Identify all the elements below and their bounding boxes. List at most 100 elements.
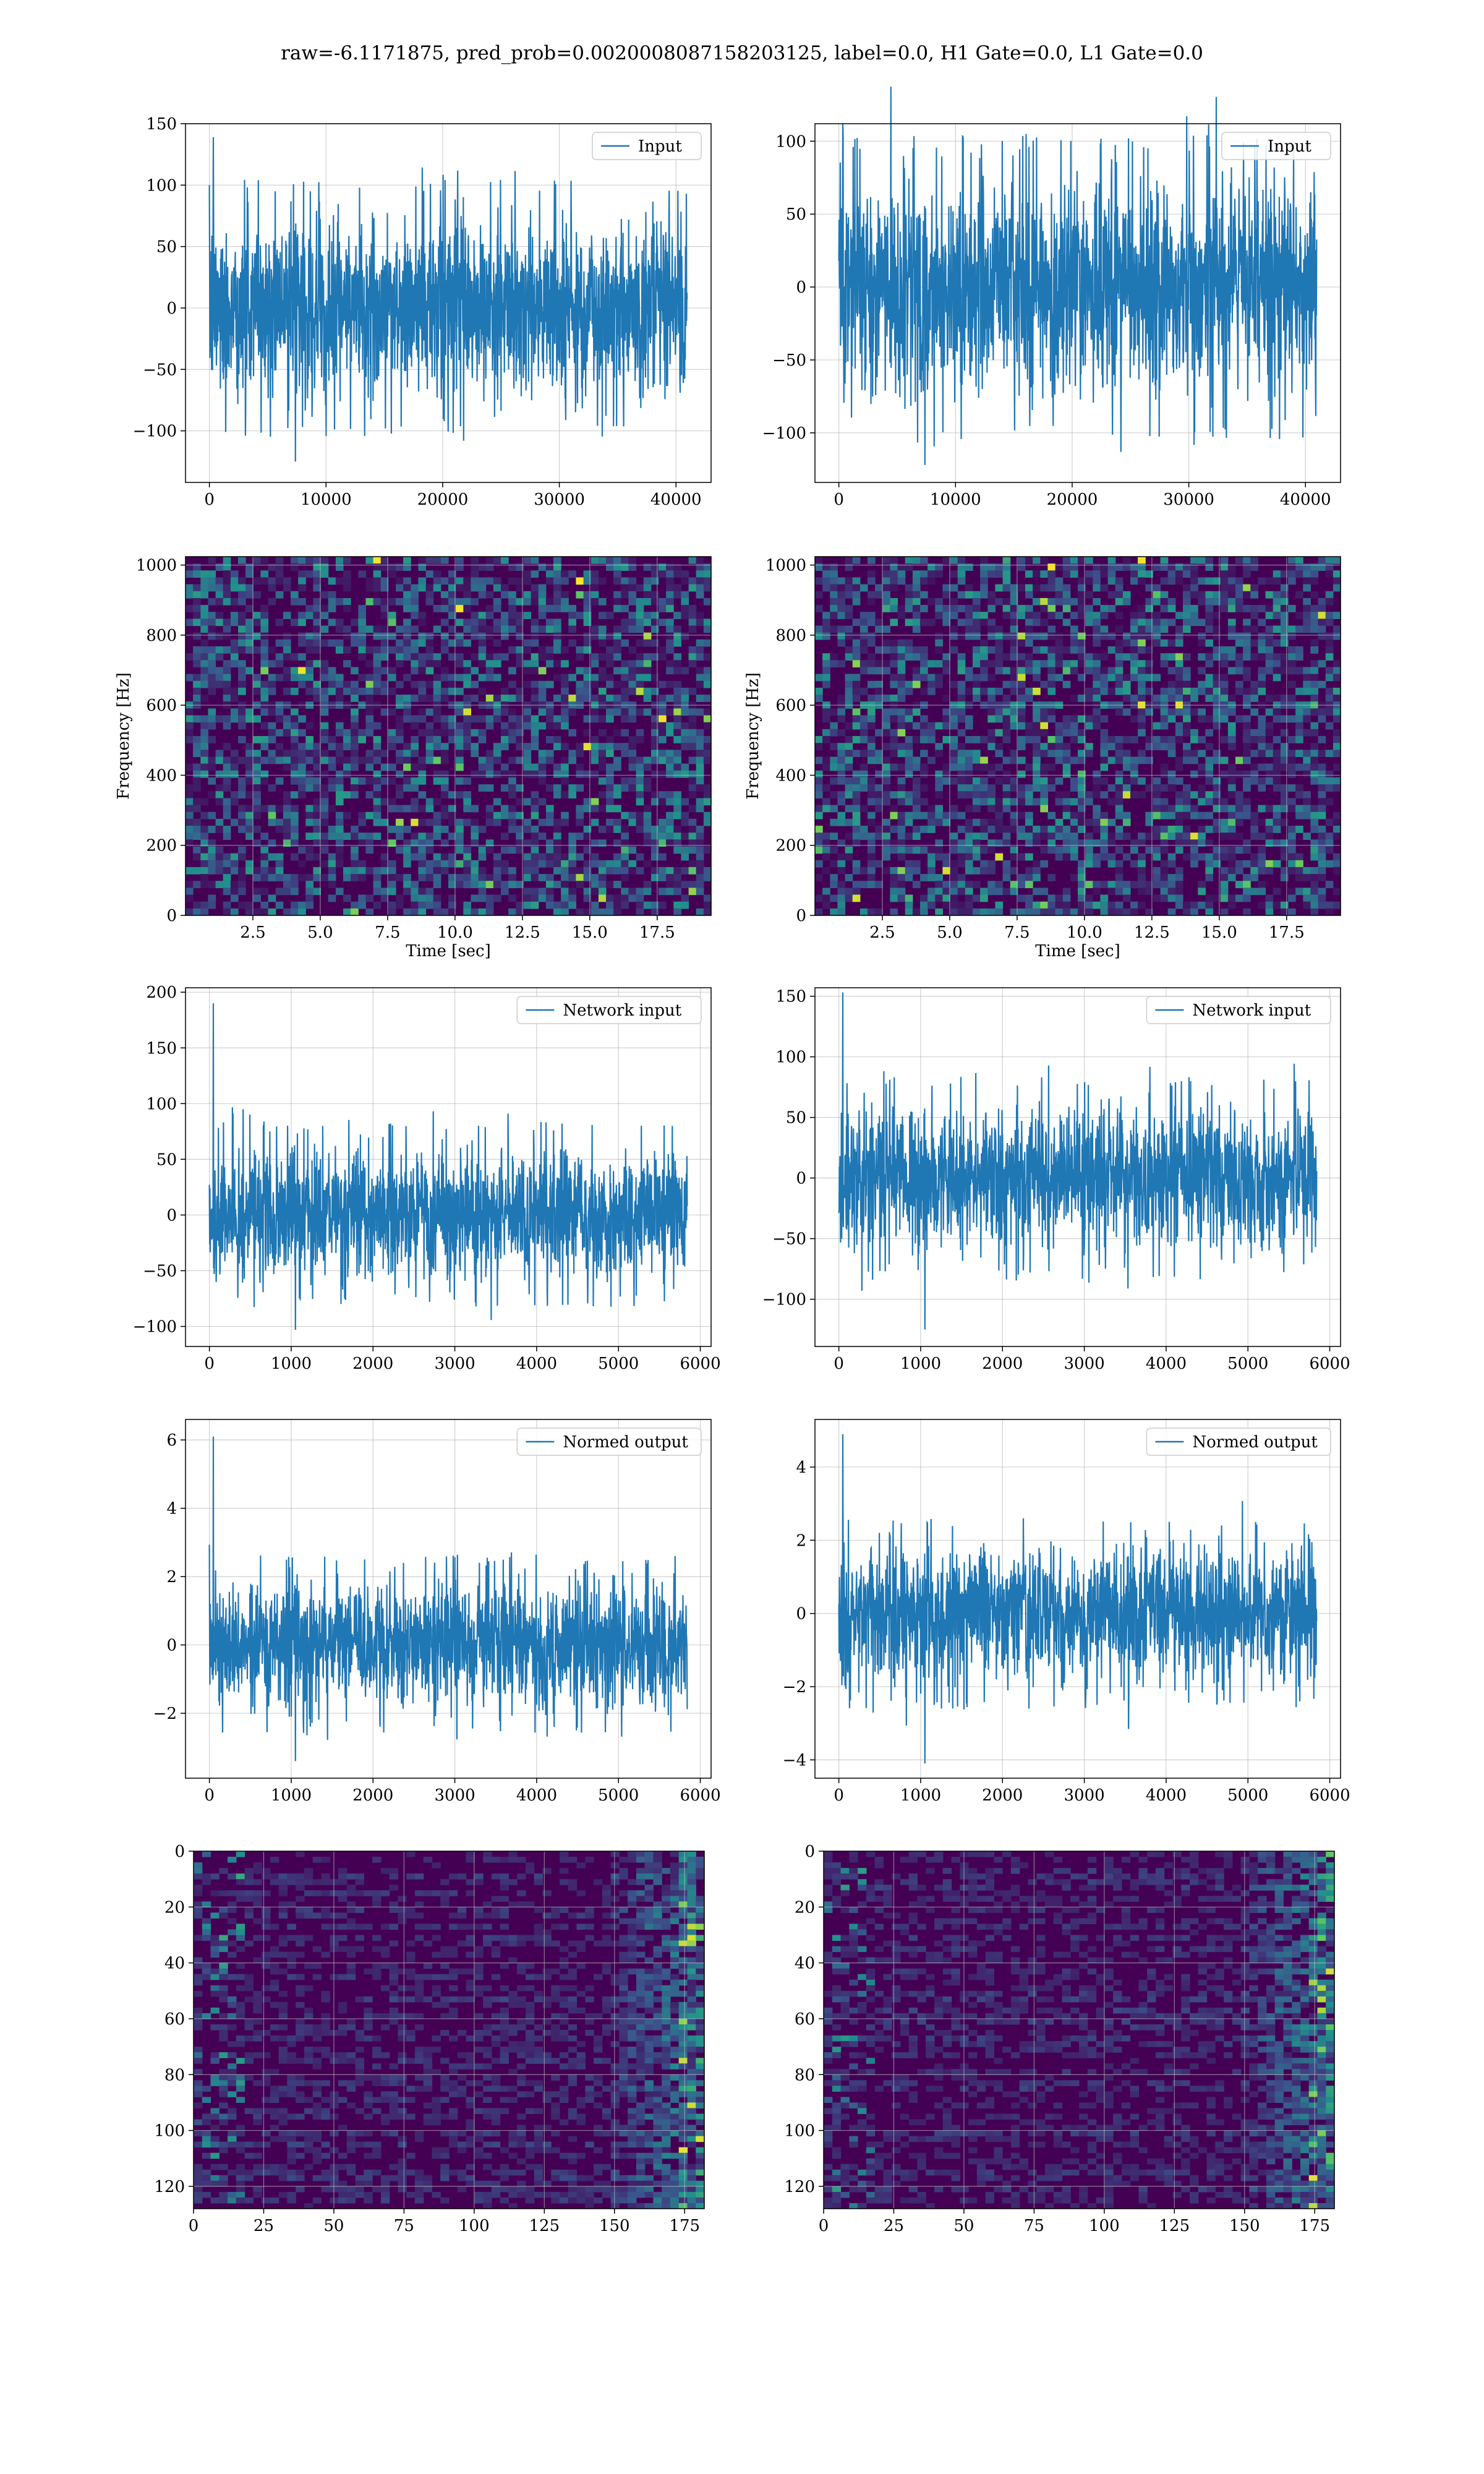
spectrogram-cell bbox=[508, 591, 516, 599]
x-tick-label: 1000 bbox=[271, 1355, 312, 1373]
spectrogram-cell bbox=[523, 867, 532, 875]
spectrogram-cell bbox=[1198, 888, 1206, 896]
spectrogram-cell bbox=[927, 901, 936, 909]
spectrogram-cell bbox=[1017, 687, 1026, 695]
spectrogram-cell bbox=[485, 715, 494, 723]
spectrogram-cell bbox=[1183, 901, 1191, 909]
spectrogram-cell bbox=[897, 639, 906, 647]
spectrogram-cell bbox=[328, 605, 336, 612]
spectrogram-cell bbox=[1145, 784, 1153, 792]
spectrogram-cell bbox=[673, 584, 681, 592]
spectrogram-cell bbox=[815, 833, 823, 840]
spectrogram-cell bbox=[1325, 570, 1334, 578]
spectrogram-cell bbox=[1145, 908, 1153, 916]
spectrogram-cell bbox=[815, 805, 823, 813]
spectrogram-cell bbox=[320, 818, 329, 826]
spectrogram-cell bbox=[1130, 860, 1138, 868]
spectrogram-cell bbox=[223, 563, 231, 571]
spectrogram-cell bbox=[478, 577, 487, 585]
spectrogram-cell bbox=[388, 763, 396, 771]
heatmap-cell bbox=[389, 1868, 398, 1874]
spectrogram-cell bbox=[538, 584, 547, 592]
spectrogram-cell bbox=[1093, 811, 1101, 820]
spectrogram-cell bbox=[448, 597, 456, 606]
heatmap-cell bbox=[678, 1862, 688, 1868]
spectrogram-cell bbox=[1288, 763, 1296, 771]
spectrogram-cell bbox=[456, 563, 464, 571]
spectrogram-cell bbox=[471, 612, 479, 619]
axes-frame bbox=[814, 1419, 1341, 1779]
spectrogram-cell bbox=[1145, 756, 1153, 764]
spectrogram-cell bbox=[411, 763, 419, 771]
spectrogram-cell bbox=[1078, 860, 1086, 868]
spectrogram-cell bbox=[538, 687, 547, 695]
heatmap-cell bbox=[432, 1890, 441, 1896]
spectrogram-cell bbox=[1318, 605, 1326, 612]
spectrogram-cell bbox=[193, 563, 201, 571]
spectrogram-cell bbox=[538, 770, 547, 778]
spectrogram-cell bbox=[650, 653, 659, 661]
spectrogram-cell bbox=[673, 798, 681, 806]
spectrogram-cell bbox=[305, 811, 313, 820]
spectrogram-cell bbox=[1010, 722, 1018, 730]
spectrogram-cell bbox=[1025, 632, 1033, 640]
spectrogram-cell bbox=[576, 908, 584, 916]
x-tick-label: 5000 bbox=[598, 1786, 639, 1805]
spectrogram-cell bbox=[1115, 784, 1124, 792]
spectrogram-cell bbox=[200, 618, 208, 627]
spectrogram-cell bbox=[1033, 715, 1041, 723]
spectrogram-cell bbox=[890, 715, 898, 723]
spectrogram-cell bbox=[912, 777, 921, 785]
spectrogram-cell bbox=[260, 867, 269, 875]
spectrogram-cell bbox=[1017, 667, 1026, 675]
spectrogram-cell bbox=[830, 894, 838, 902]
spectrogram-cell bbox=[1033, 756, 1041, 764]
spectrogram-cell bbox=[1310, 805, 1319, 813]
spectrogram-cell bbox=[628, 846, 637, 854]
spectrogram-cell bbox=[471, 867, 479, 875]
spectrogram-cell bbox=[987, 770, 996, 778]
spectrogram-cell bbox=[965, 908, 973, 916]
spectrogram-cell bbox=[448, 791, 456, 798]
spectrogram-cell bbox=[1258, 736, 1266, 743]
spectrogram-cell bbox=[1107, 908, 1116, 916]
spectrogram-cell bbox=[606, 612, 614, 619]
heatmap-cell bbox=[610, 1862, 620, 1868]
spectrogram-cell bbox=[897, 833, 906, 840]
spectrogram-cell bbox=[1145, 811, 1153, 820]
spectrogram-cell bbox=[1198, 653, 1206, 661]
spectrogram-cell bbox=[830, 743, 838, 750]
spectrogram-cell bbox=[1243, 722, 1251, 730]
spectrogram-cell bbox=[425, 839, 434, 847]
heatmap-cell bbox=[253, 1862, 262, 1868]
spectrogram-cell bbox=[403, 881, 411, 888]
spectrogram-cell bbox=[852, 639, 861, 647]
spectrogram-cell bbox=[927, 729, 936, 737]
spectrogram-cell bbox=[1175, 680, 1183, 688]
spectrogram-cell bbox=[696, 674, 704, 682]
spectrogram-cell bbox=[1010, 750, 1018, 758]
spectrogram-cell bbox=[1205, 618, 1214, 627]
spectrogram-cell bbox=[621, 667, 629, 675]
spectrogram-cell bbox=[1062, 853, 1071, 861]
spectrogram-cell bbox=[1198, 853, 1206, 861]
spectrogram-cell bbox=[659, 722, 667, 730]
spectrogram-cell bbox=[1010, 674, 1018, 682]
spectrogram-cell bbox=[561, 660, 569, 668]
spectrogram-cell bbox=[1205, 901, 1214, 909]
spectrogram-cell bbox=[868, 557, 876, 564]
spectrogram-cell bbox=[980, 653, 988, 661]
heatmap-cell bbox=[508, 1851, 518, 1857]
spectrogram-cell bbox=[890, 653, 898, 661]
spectrogram-cell bbox=[343, 625, 351, 633]
spectrogram-cell bbox=[987, 715, 996, 723]
spectrogram-cell bbox=[1145, 660, 1153, 668]
spectrogram-cell bbox=[275, 901, 284, 909]
spectrogram-cell bbox=[852, 695, 861, 702]
spectrogram-cell bbox=[1235, 584, 1243, 592]
spectrogram-cell bbox=[186, 888, 194, 896]
spectrogram-cell bbox=[1010, 708, 1018, 716]
y-tick-label: 200 bbox=[146, 983, 177, 1002]
spectrogram-cell bbox=[1318, 888, 1326, 896]
spectrogram-cell bbox=[463, 860, 471, 868]
